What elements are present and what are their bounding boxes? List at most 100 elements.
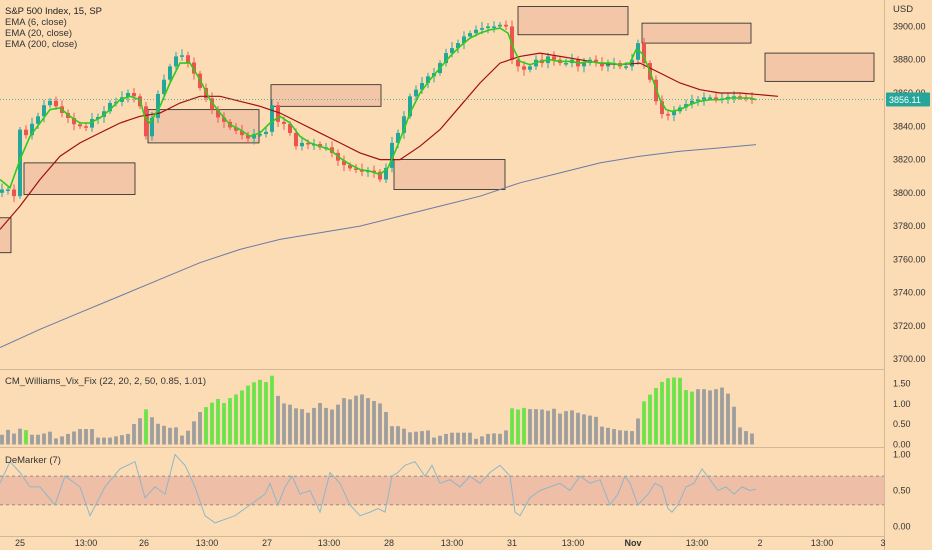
candle-body bbox=[660, 101, 664, 115]
candle-body bbox=[12, 189, 16, 197]
vix-bar bbox=[324, 407, 328, 445]
candle-body bbox=[354, 168, 358, 170]
candle-body bbox=[522, 66, 526, 70]
candle-body bbox=[492, 26, 496, 28]
price-tick-label: 3800.00 bbox=[893, 188, 926, 198]
candle-body bbox=[702, 97, 706, 100]
candle-body bbox=[180, 55, 184, 57]
candle-body bbox=[90, 118, 94, 128]
candle-body bbox=[468, 33, 472, 37]
candle-body bbox=[216, 109, 220, 118]
candle-body bbox=[168, 66, 172, 80]
time-tick-label: 31 bbox=[507, 538, 517, 548]
vix-bar bbox=[582, 414, 586, 445]
vix-bar bbox=[366, 398, 370, 445]
vix-bar bbox=[120, 435, 124, 445]
vix-bar bbox=[720, 387, 724, 445]
vix-tick-label: 0.00 bbox=[893, 440, 911, 450]
candle-body bbox=[246, 135, 250, 139]
vix-bar bbox=[108, 437, 112, 445]
vix-bar bbox=[144, 409, 148, 445]
vix-bar bbox=[372, 400, 376, 445]
vix-bar bbox=[6, 429, 10, 445]
vix-bar bbox=[642, 401, 646, 445]
vix-bar bbox=[276, 395, 280, 445]
candle-body bbox=[528, 66, 532, 70]
vix-bar bbox=[36, 434, 40, 445]
candle-body bbox=[36, 116, 40, 124]
vix-bar bbox=[234, 394, 238, 445]
vix-bar bbox=[66, 433, 70, 445]
vix-bar bbox=[270, 375, 274, 445]
vix-bar bbox=[354, 395, 358, 445]
vix-bar bbox=[24, 430, 28, 445]
vix-bar bbox=[612, 429, 616, 445]
vix-bar bbox=[546, 410, 550, 445]
vix-bar bbox=[126, 433, 130, 445]
candle-body bbox=[420, 83, 424, 90]
price-tick-label: 3700.00 bbox=[893, 354, 926, 364]
legend-ema200: EMA (200, close) bbox=[5, 39, 78, 50]
vix-bar bbox=[72, 431, 76, 445]
vix-bar bbox=[576, 412, 580, 445]
demarker-tick-label: 0.00 bbox=[893, 522, 911, 532]
vix-bar bbox=[522, 407, 526, 445]
vix-tick-label: 0.50 bbox=[893, 419, 911, 429]
vix-bar bbox=[660, 381, 664, 445]
vix-bar bbox=[258, 379, 262, 445]
vix-bar bbox=[78, 429, 82, 445]
vix-bar bbox=[252, 382, 256, 445]
vix-bar bbox=[246, 385, 250, 445]
candle-body bbox=[108, 102, 112, 112]
vix-bar bbox=[462, 432, 466, 445]
candle-body bbox=[48, 100, 52, 106]
zone-box bbox=[393, 159, 506, 190]
vix-bar bbox=[288, 404, 292, 445]
candle-body bbox=[516, 59, 520, 67]
candle-body bbox=[624, 66, 628, 68]
candle-body bbox=[306, 142, 310, 145]
candle-body bbox=[414, 89, 418, 97]
vix-bar bbox=[30, 434, 34, 445]
vix-bar bbox=[174, 427, 178, 445]
candle-body bbox=[186, 55, 190, 63]
candle-body bbox=[42, 105, 46, 117]
price-tick-label: 3840.00 bbox=[893, 121, 926, 131]
vix-bar bbox=[510, 408, 514, 445]
demarker-tick-label: 0.50 bbox=[893, 486, 911, 496]
candle-body bbox=[192, 62, 196, 74]
candle-body bbox=[666, 114, 670, 116]
candle-body bbox=[258, 134, 262, 136]
zone-box bbox=[0, 217, 12, 254]
demarker-tick-label: 1.00 bbox=[893, 450, 911, 460]
vix-bar bbox=[558, 413, 562, 445]
vix-bar bbox=[426, 430, 430, 445]
vix-bar bbox=[432, 437, 436, 445]
candle-body bbox=[330, 147, 334, 153]
vix-bar bbox=[738, 427, 742, 445]
vix-bar bbox=[540, 409, 544, 445]
candle-body bbox=[54, 100, 58, 107]
vix-bar bbox=[618, 430, 622, 445]
time-tick-label: 25 bbox=[15, 538, 25, 548]
candle-body bbox=[24, 129, 28, 136]
vix-bar bbox=[282, 403, 286, 445]
vix-bar bbox=[192, 421, 196, 445]
candle-body bbox=[732, 96, 736, 98]
price-tick-label: 3780.00 bbox=[893, 221, 926, 231]
vix-bar bbox=[90, 429, 94, 445]
candle-body bbox=[390, 142, 394, 168]
candle-body bbox=[372, 170, 376, 173]
time-tick-label: 26 bbox=[139, 538, 149, 548]
vix-bar bbox=[150, 417, 154, 445]
vix-bar bbox=[420, 431, 424, 445]
zone-box bbox=[517, 6, 629, 36]
vix-bar bbox=[102, 437, 106, 445]
zone-box bbox=[270, 84, 382, 107]
vix-bar bbox=[312, 407, 316, 445]
vix-bar bbox=[414, 431, 418, 445]
last-price-tag bbox=[886, 92, 930, 107]
vix-bar bbox=[318, 403, 322, 445]
candle-body bbox=[342, 160, 346, 166]
